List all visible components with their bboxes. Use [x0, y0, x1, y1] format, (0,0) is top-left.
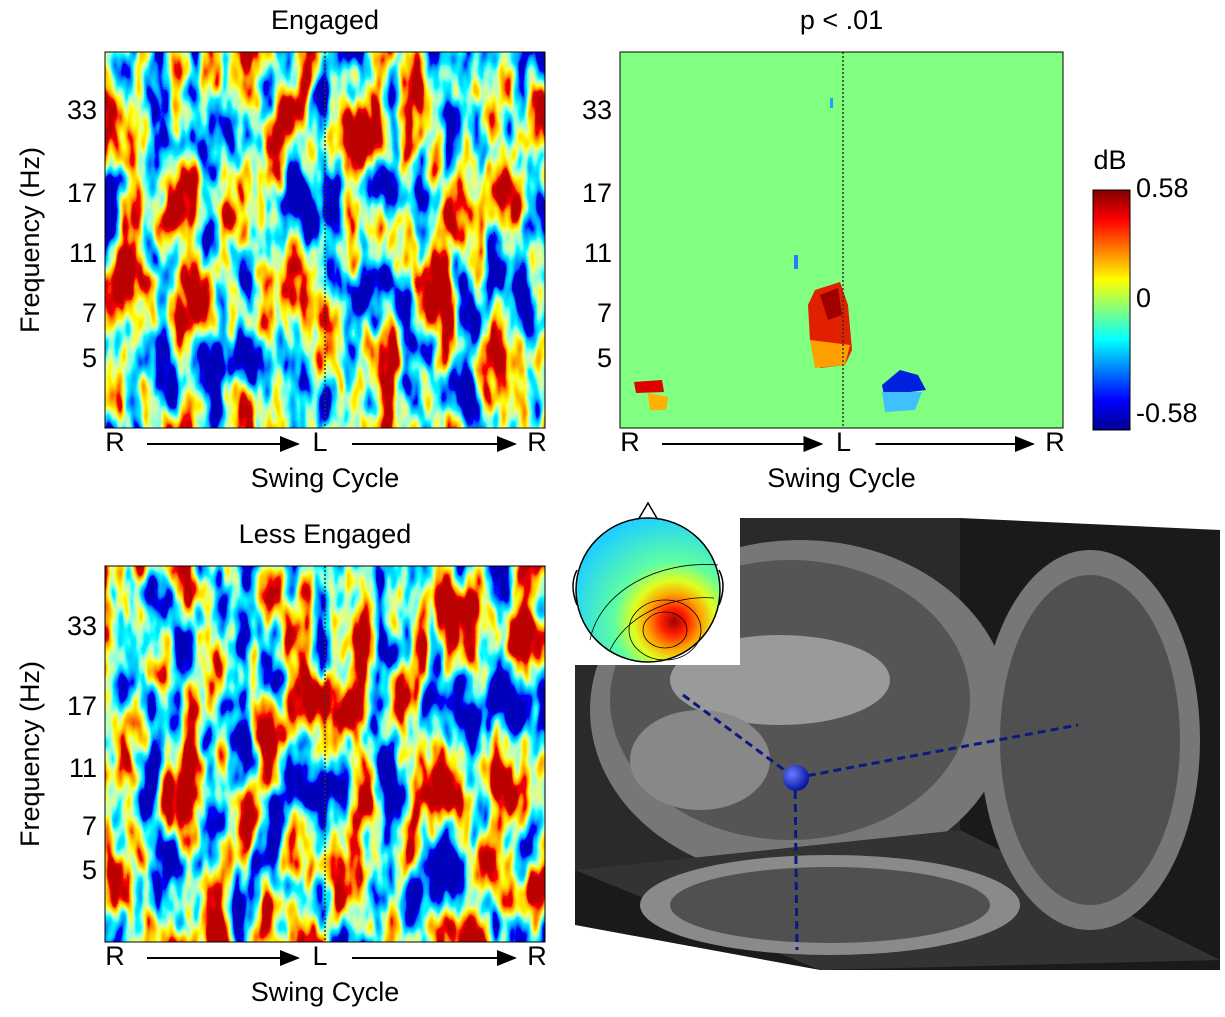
y-axis-label: Frequency (Hz) — [15, 661, 45, 847]
panel-title: Engaged — [271, 5, 379, 35]
panel-title: p < .01 — [800, 5, 883, 35]
y-tick-label: 7 — [597, 298, 612, 328]
y-tick-label: 11 — [584, 238, 612, 268]
colorbar-max: 0.58 — [1136, 173, 1189, 203]
x-tick-label: L — [836, 427, 851, 457]
colorbar-min: -0.58 — [1136, 398, 1198, 428]
y-tick-label: 7 — [82, 298, 97, 328]
y-tick-label: 11 — [69, 753, 97, 783]
x-tick-label: R — [527, 941, 547, 971]
y-tick-label: 33 — [67, 95, 97, 125]
figure: dB 0.58 0 -0.58 Engaged 33 17 11 7 5 Frequency… — [0, 0, 1225, 1012]
colorbar — [1093, 190, 1130, 430]
significance-map — [620, 52, 1063, 428]
panel-title: Less Engaged — [239, 519, 412, 549]
y-axis-label: Frequency (Hz) — [15, 147, 45, 333]
y-tick-label: 5 — [82, 855, 97, 885]
x-tick-label: R — [527, 427, 547, 457]
x-tick-label: R — [105, 427, 125, 457]
x-tick-label: L — [312, 941, 327, 971]
y-tick-label: 7 — [82, 811, 97, 841]
y-tick-label: 17 — [582, 178, 612, 208]
y-tick-label: 33 — [67, 611, 97, 641]
x-tick-label: R — [620, 427, 640, 457]
x-axis-label: Swing Cycle — [767, 463, 916, 493]
x-tick-label: R — [105, 941, 125, 971]
y-tick-label: 11 — [69, 238, 97, 268]
y-tick-label: 33 — [582, 95, 612, 125]
y-tick-label: 17 — [67, 178, 97, 208]
x-axis-label: Swing Cycle — [251, 977, 400, 1007]
colorbar-mid: 0 — [1136, 283, 1151, 313]
x-axis-label: Swing Cycle — [251, 463, 400, 493]
scalp-topography — [565, 503, 740, 665]
y-tick-label: 17 — [67, 691, 97, 721]
x-tick-label: R — [1045, 427, 1065, 457]
y-tick-label: 5 — [82, 343, 97, 373]
y-tick-label: 5 — [597, 343, 612, 373]
x-tick-label: L — [312, 427, 327, 457]
colorbar-label: dB — [1093, 145, 1126, 175]
